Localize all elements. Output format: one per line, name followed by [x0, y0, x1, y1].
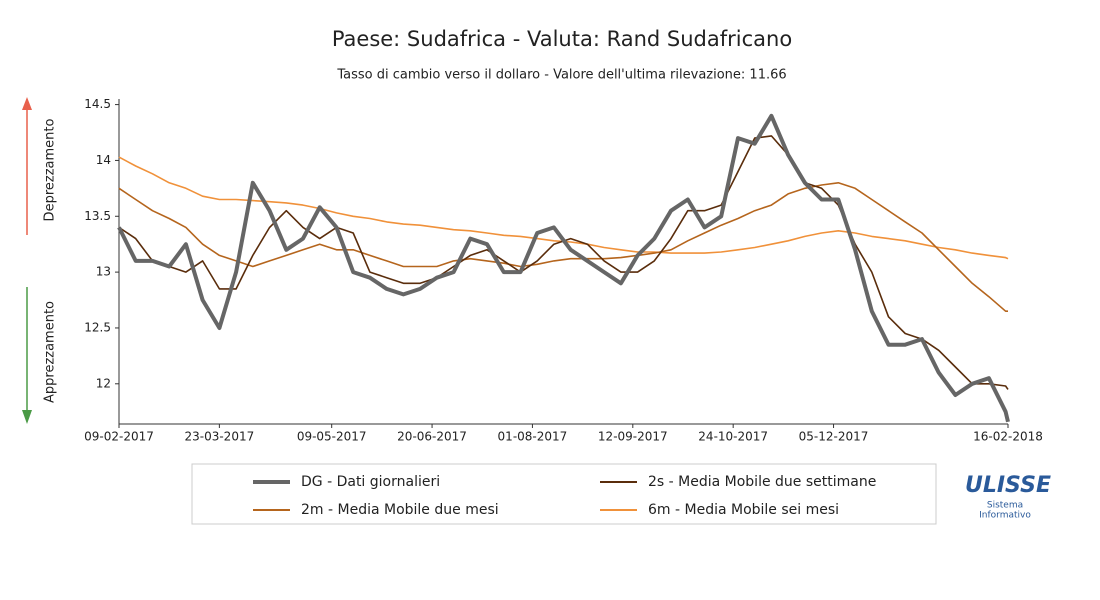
x-tick-label: 24-10-2017 — [698, 430, 768, 444]
x-tick-label: 05-12-2017 — [799, 430, 869, 444]
annotation-appreciation: Apprezzamento — [43, 301, 58, 403]
y-tick-label: 13 — [96, 265, 111, 279]
annotation-depreciation: Deprezzamento — [43, 119, 58, 222]
legend-label: DG - Dati giornalieri — [301, 474, 440, 490]
series-line — [118, 135, 1009, 390]
y-tick-label: 12 — [96, 376, 111, 390]
x-tick-label: 16-02-2018 — [973, 430, 1043, 444]
x-tick-label: 09-02-2017 — [84, 430, 154, 444]
series-line — [117, 113, 1010, 423]
x-tick-label: 20-06-2017 — [397, 430, 467, 444]
logo-line: Sistema — [987, 501, 1023, 511]
y-tick-label: 12.5 — [84, 320, 111, 334]
chart-title: Paese: Sudafrica - Valuta: Rand Sudafric… — [332, 27, 792, 51]
legend-label: 2m - Media Mobile due mesi — [301, 502, 499, 518]
chart-subtitle: Tasso di cambio verso il dollaro - Valor… — [336, 68, 786, 83]
arrow-down-head — [22, 410, 32, 424]
x-tick-label: 09-05-2017 — [297, 430, 367, 444]
legend-box — [191, 463, 937, 525]
arrow-up-head — [22, 97, 32, 110]
series-line — [118, 182, 1008, 312]
y-tick-label: 14 — [96, 153, 111, 167]
x-tick-label: 01-08-2017 — [498, 430, 568, 444]
y-tick-label: 14.5 — [84, 97, 111, 111]
y-tick-label: 13.5 — [84, 209, 111, 223]
series-line — [118, 156, 1009, 260]
logo-line: Informativo — [979, 511, 1031, 521]
logo-title: ULISSE — [965, 473, 1051, 498]
legend-label: 6m - Media Mobile sei mesi — [648, 502, 839, 518]
x-tick-label: 23-03-2017 — [184, 430, 254, 444]
x-tick-label: 12-09-2017 — [598, 430, 668, 444]
legend-label: 2s - Media Mobile due settimane — [648, 474, 876, 490]
